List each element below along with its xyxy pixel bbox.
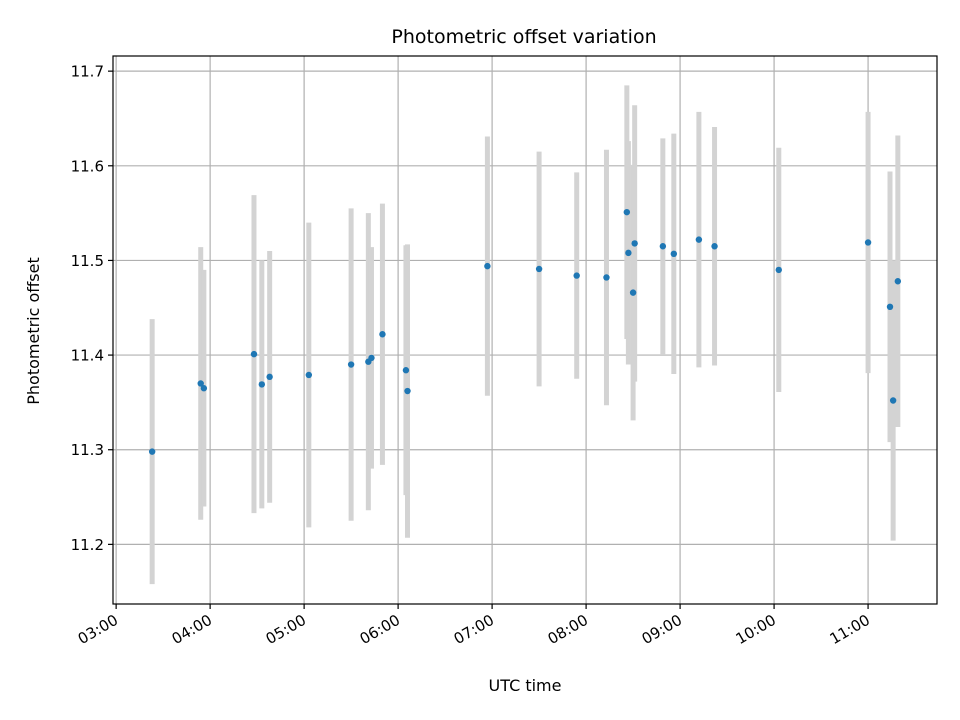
data-point bbox=[695, 236, 703, 243]
data-point bbox=[603, 274, 610, 281]
data-point bbox=[402, 367, 410, 374]
data-point bbox=[347, 361, 355, 368]
data-point bbox=[573, 272, 580, 279]
plot-area-frame bbox=[112, 55, 938, 605]
data-point bbox=[368, 354, 375, 362]
x-axis-title: UTC time bbox=[489, 676, 562, 695]
data-point bbox=[631, 240, 638, 247]
data-point bbox=[148, 448, 156, 455]
data-point bbox=[711, 243, 718, 250]
data-point bbox=[886, 303, 894, 311]
data-points bbox=[148, 208, 902, 455]
data-point bbox=[305, 371, 313, 379]
data-point bbox=[889, 397, 897, 404]
data-point bbox=[197, 380, 204, 387]
data-point bbox=[535, 265, 543, 273]
grid bbox=[113, 56, 937, 604]
chart-title: Photometric offset variation bbox=[391, 26, 656, 48]
data-point bbox=[484, 262, 491, 270]
data-point bbox=[623, 208, 631, 216]
data-point bbox=[775, 266, 782, 274]
data-point bbox=[864, 239, 872, 246]
y-tick-label: 11.4 bbox=[71, 347, 104, 365]
data-point bbox=[659, 243, 667, 250]
data-point bbox=[250, 350, 258, 358]
data-point bbox=[894, 278, 902, 285]
y-tick-label: 11.7 bbox=[71, 63, 104, 81]
data-point bbox=[266, 373, 273, 381]
data-point bbox=[629, 289, 637, 296]
data-point bbox=[625, 249, 632, 257]
y-axis: 11.2 11.3 11.4 11.5 11.6 11.7 bbox=[71, 63, 113, 554]
y-axis-title: Photometric offset bbox=[24, 257, 43, 405]
data-point bbox=[379, 331, 386, 338]
y-tick-label: 11.6 bbox=[71, 157, 104, 175]
y-tick-label: 11.3 bbox=[71, 441, 104, 459]
data-point bbox=[670, 250, 678, 258]
data-point bbox=[404, 387, 411, 395]
y-tick-label: 11.5 bbox=[71, 252, 104, 270]
data-point bbox=[200, 385, 208, 392]
y-tick-label: 11.2 bbox=[71, 536, 104, 554]
data-point bbox=[258, 381, 266, 388]
